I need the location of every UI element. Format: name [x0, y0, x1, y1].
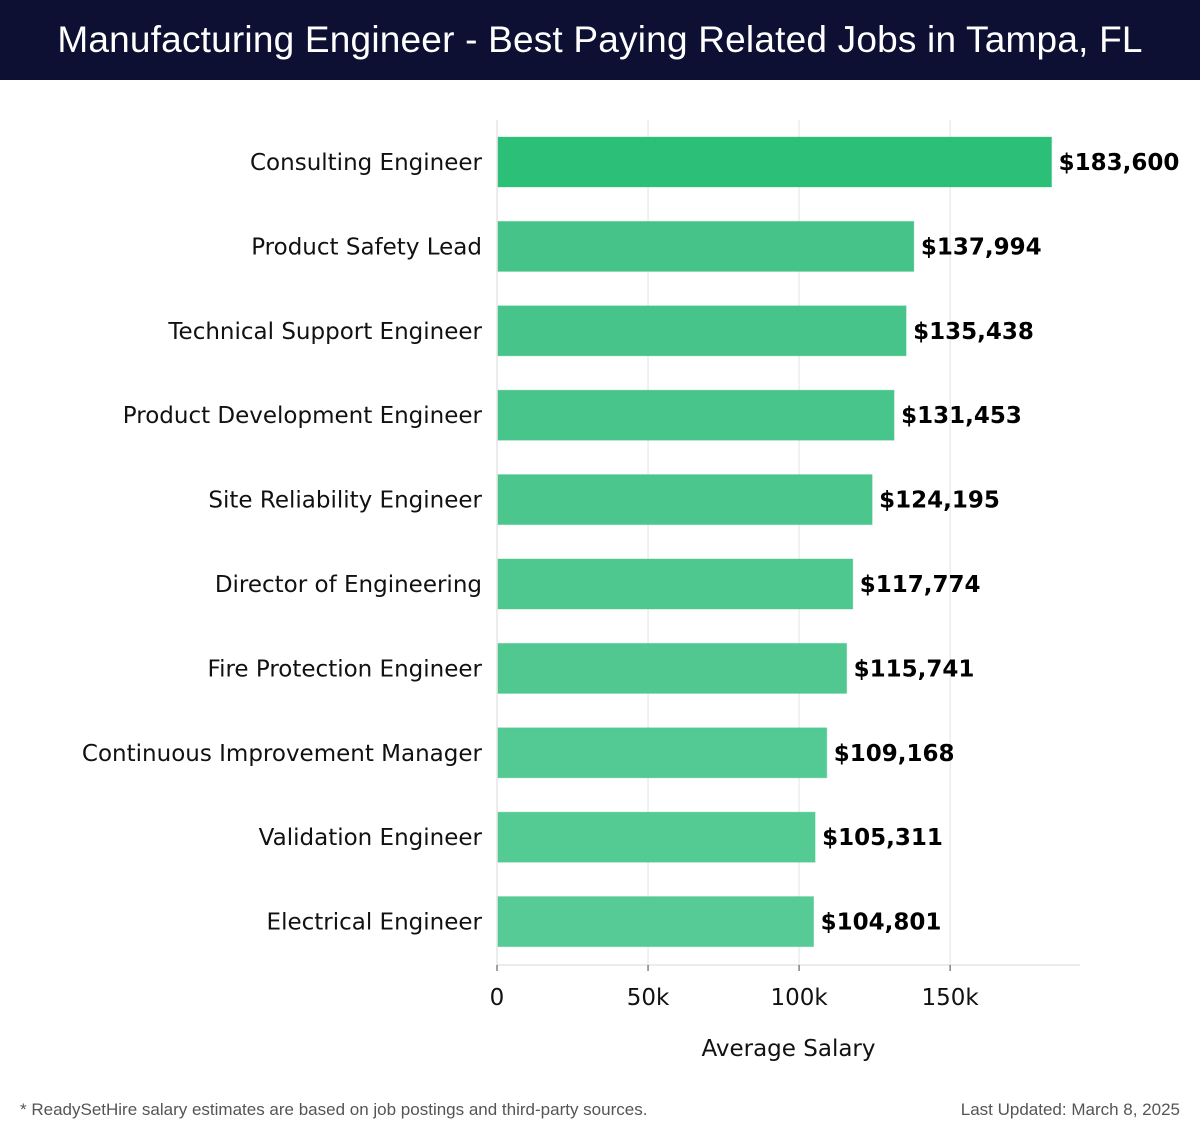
value-label: $109,168 — [834, 741, 955, 767]
title-banner: Manufacturing Engineer - Best Paying Rel… — [0, 0, 1200, 80]
category-label: Consulting Engineer — [250, 150, 483, 176]
category-label: Technical Support Engineer — [167, 319, 482, 345]
category-label: Fire Protection Engineer — [208, 656, 483, 682]
x-tick-label: 50k — [627, 985, 670, 1011]
x-tick-label: 100k — [770, 985, 828, 1011]
bar — [497, 136, 1053, 188]
value-label: $115,741 — [854, 656, 975, 682]
value-label: $183,600 — [1059, 150, 1180, 176]
category-label: Product Safety Lead — [251, 234, 482, 260]
footnote: * ReadySetHire salary estimates are base… — [20, 1100, 648, 1119]
bar — [497, 389, 895, 441]
bar — [497, 558, 854, 610]
category-label: Director of Engineering — [215, 572, 482, 598]
bar — [497, 305, 907, 357]
value-label: $135,438 — [913, 319, 1034, 345]
value-label: $104,801 — [821, 910, 942, 936]
bar — [497, 220, 915, 272]
value-label: $124,195 — [879, 488, 1000, 514]
chart-title: Manufacturing Engineer - Best Paying Rel… — [57, 19, 1143, 60]
bar — [497, 474, 873, 526]
value-label: $131,453 — [901, 403, 1022, 429]
category-label: Site Reliability Engineer — [208, 488, 482, 514]
category-label: Validation Engineer — [259, 825, 483, 851]
value-label: $137,994 — [921, 234, 1042, 260]
x-tick-label: 0 — [490, 985, 505, 1011]
bar — [497, 727, 828, 779]
category-label: Continuous Improvement Manager — [82, 741, 483, 767]
category-label: Product Development Engineer — [123, 403, 483, 429]
value-label: $105,311 — [822, 825, 943, 851]
last-updated: Last Updated: March 8, 2025 — [960, 1100, 1180, 1119]
x-tick-label: 150k — [921, 985, 979, 1011]
value-label: $117,774 — [860, 572, 981, 598]
bar — [497, 811, 816, 863]
bar — [497, 896, 815, 948]
x-axis-title: Average Salary — [701, 1036, 875, 1062]
salary-bar-chart: Consulting Engineer $183,600 Product Safet… — [82, 120, 1180, 1062]
bar — [497, 642, 848, 694]
category-label: Electrical Engineer — [267, 910, 483, 936]
